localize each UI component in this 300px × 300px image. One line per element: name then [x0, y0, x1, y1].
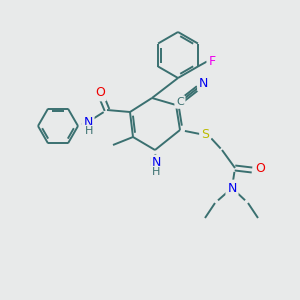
- Text: O: O: [255, 161, 265, 175]
- Text: O: O: [95, 86, 105, 100]
- Text: C: C: [176, 97, 184, 107]
- Text: F: F: [208, 55, 215, 68]
- Text: N: N: [199, 77, 208, 90]
- Text: N: N: [83, 116, 93, 128]
- Text: N: N: [227, 182, 237, 194]
- Text: N: N: [148, 157, 158, 169]
- Text: N: N: [151, 157, 161, 169]
- Text: H: H: [152, 167, 160, 177]
- Text: S: S: [201, 128, 209, 142]
- Text: H: H: [85, 126, 93, 136]
